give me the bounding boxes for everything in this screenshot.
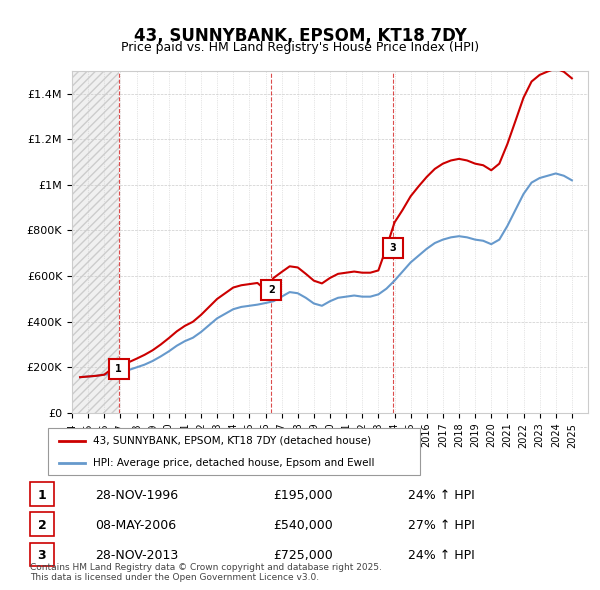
Text: 24% ↑ HPI: 24% ↑ HPI — [408, 549, 475, 562]
FancyBboxPatch shape — [30, 543, 54, 566]
Text: 27% ↑ HPI: 27% ↑ HPI — [408, 519, 475, 532]
Text: 2: 2 — [38, 519, 46, 532]
Text: 1: 1 — [38, 489, 46, 502]
Text: 3: 3 — [389, 242, 396, 253]
Text: 24% ↑ HPI: 24% ↑ HPI — [408, 489, 475, 502]
FancyBboxPatch shape — [30, 482, 54, 506]
Text: 43, SUNNYBANK, EPSOM, KT18 7DY (detached house): 43, SUNNYBANK, EPSOM, KT18 7DY (detached… — [92, 436, 371, 446]
Text: Price paid vs. HM Land Registry's House Price Index (HPI): Price paid vs. HM Land Registry's House … — [121, 41, 479, 54]
Text: 28-NOV-2013: 28-NOV-2013 — [95, 549, 178, 562]
FancyBboxPatch shape — [30, 513, 54, 536]
Text: £540,000: £540,000 — [273, 519, 333, 532]
Text: 1: 1 — [115, 363, 122, 373]
Text: HPI: Average price, detached house, Epsom and Ewell: HPI: Average price, detached house, Epso… — [92, 458, 374, 468]
Text: 2: 2 — [268, 285, 275, 295]
Text: £195,000: £195,000 — [273, 489, 332, 502]
Bar — [72, 71, 119, 413]
FancyBboxPatch shape — [48, 428, 420, 475]
Text: £725,000: £725,000 — [273, 549, 333, 562]
Text: 3: 3 — [38, 549, 46, 562]
Text: 43, SUNNYBANK, EPSOM, KT18 7DY: 43, SUNNYBANK, EPSOM, KT18 7DY — [134, 27, 466, 45]
Text: Contains HM Land Registry data © Crown copyright and database right 2025.
This d: Contains HM Land Registry data © Crown c… — [30, 563, 382, 582]
Text: 08-MAY-2006: 08-MAY-2006 — [95, 519, 176, 532]
Text: 28-NOV-1996: 28-NOV-1996 — [95, 489, 178, 502]
